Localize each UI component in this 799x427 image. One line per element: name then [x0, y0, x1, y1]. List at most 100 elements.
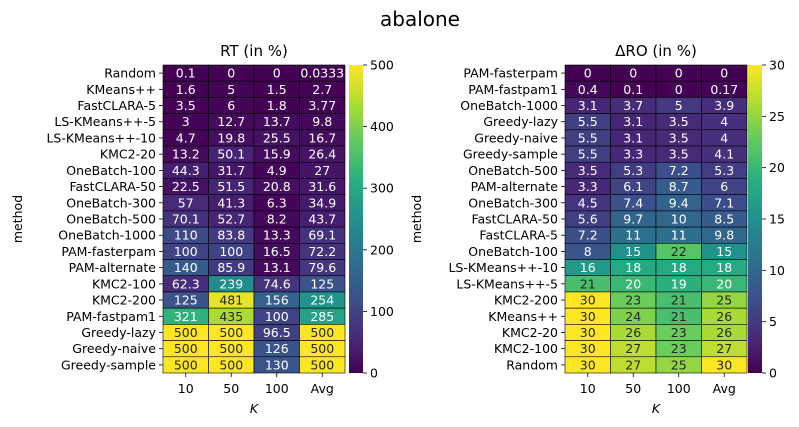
cell-label: 0 [584, 66, 592, 81]
cell-label: 18 [671, 260, 687, 275]
cell-label: 34.9 [308, 195, 336, 210]
rt-y-axis-label: method [10, 195, 25, 243]
cell-label: 239 [219, 276, 243, 291]
cell-label: 1.8 [267, 98, 287, 113]
cell-label: 285 [310, 309, 334, 324]
cell-label: 13.7 [263, 114, 291, 129]
cell-label: 100 [219, 244, 243, 259]
cell-label: 500 [310, 325, 334, 340]
y-tick-label: FastCLARA-5 [479, 228, 558, 243]
y-tick-label: Random [506, 357, 558, 372]
y-tick-label: Greedy-lazy [81, 325, 156, 340]
cell-label: 500 [310, 357, 334, 372]
cell-label: 3.3 [623, 147, 643, 162]
cell-label: 6.1 [623, 179, 643, 194]
cell-label: 1.6 [176, 82, 196, 97]
cell-label: 140 [174, 260, 198, 275]
cell-label: 4 [720, 130, 728, 145]
cell-label: 30 [580, 325, 596, 340]
cell-label: 26 [716, 309, 732, 324]
cell-label: 26.4 [308, 147, 336, 162]
y-tick-label: KMC2-200 [92, 293, 156, 308]
cell-label: 62.3 [172, 276, 200, 291]
cell-label: 44.3 [172, 163, 200, 178]
cell-label: 19.8 [217, 130, 245, 145]
cell-label: 4 [720, 114, 728, 129]
cell-label: 4.1 [714, 147, 734, 162]
cell-label: 3.5 [669, 114, 689, 129]
cell-label: 100 [265, 309, 289, 324]
colorbar-tick-label: 25 [769, 109, 785, 124]
cell-label: 9.8 [312, 114, 332, 129]
cell-label: 8 [584, 244, 592, 259]
y-tick-label: PAM-fasterpam [61, 244, 156, 259]
cell-label: 4.5 [578, 195, 598, 210]
cell-label: 130 [265, 357, 289, 372]
cell-label: 20 [625, 276, 641, 291]
cell-label: 126 [265, 341, 289, 356]
cell-label: 125 [310, 276, 334, 291]
cell-label: 18 [716, 260, 732, 275]
cell-label: 100 [174, 244, 198, 259]
y-tick-label: OneBatch-1000 [460, 98, 558, 113]
colorbar-tick-label: 30 [769, 58, 785, 73]
cell-label: 0.1 [176, 66, 196, 81]
y-tick-label: OneBatch-100 [66, 163, 156, 178]
cell-label: 3.5 [669, 147, 689, 162]
x-tick-label: 10 [178, 381, 194, 396]
cell-label: 0 [273, 66, 281, 81]
cell-label: 11 [625, 228, 641, 243]
y-tick-label: PAM-fasterpam [463, 66, 558, 81]
cell-label: 500 [174, 341, 198, 356]
y-tick-label: FastCLARA-50 [69, 179, 156, 194]
cell-label: 8.7 [669, 179, 689, 194]
y-tick-label: PAM-alternate [69, 260, 157, 275]
cell-label: 0.1 [623, 82, 643, 97]
y-tick-label: KMeans++ [86, 82, 156, 97]
cell-label: 23 [671, 341, 687, 356]
y-tick-label: KMC2-200 [494, 293, 558, 308]
x-tick-label: 50 [625, 381, 641, 396]
dro-panel-title: ΔRO (in %) [615, 42, 697, 60]
cell-label: 8.2 [267, 212, 287, 227]
cell-label: 3.9 [714, 98, 734, 113]
cell-label: 74.6 [263, 276, 291, 291]
y-tick-label: OneBatch-300 [468, 195, 558, 210]
cell-label: 2.7 [312, 82, 332, 97]
cell-label: 12.7 [217, 114, 245, 129]
y-tick-label: OneBatch-500 [468, 163, 558, 178]
cell-label: 30 [716, 357, 732, 372]
cell-label: 1.5 [267, 82, 287, 97]
cell-label: 21 [671, 309, 687, 324]
y-tick-label: LS-KMeans++-5 [54, 114, 156, 129]
cell-label: 72.2 [308, 244, 336, 259]
x-tick-label: 10 [580, 381, 596, 396]
y-tick-label: Greedy-naive [474, 130, 558, 145]
cell-label: 435 [219, 309, 243, 324]
cell-label: 21 [580, 276, 596, 291]
cell-label: 5.5 [578, 147, 598, 162]
cell-label: 25 [716, 293, 732, 308]
y-tick-label: FastCLARA-50 [471, 212, 558, 227]
cell-label: 321 [174, 309, 198, 324]
cell-label: 15 [625, 244, 641, 259]
colorbar-tick-label: 0 [370, 366, 378, 381]
y-tick-label: PAM-fastpam1 [66, 309, 156, 324]
y-tick-label: PAM-alternate [471, 179, 559, 194]
cell-label: 31.7 [217, 163, 245, 178]
colorbar-tick-label: 300 [370, 181, 394, 196]
cell-label: 5 [675, 98, 683, 113]
cell-label: 69.1 [308, 228, 336, 243]
y-tick-label: LS-KMeans++-5 [456, 276, 558, 291]
cell-label: 85.9 [217, 260, 245, 275]
cell-label: 500 [219, 341, 243, 356]
cell-label: 52.7 [217, 212, 245, 227]
y-tick-label: OneBatch-100 [468, 244, 558, 259]
x-tick-label: Avg [713, 381, 736, 396]
y-tick-label: KMC2-20 [502, 325, 558, 340]
colorbar-tick-label: 0 [769, 366, 777, 381]
cell-label: 0 [629, 66, 637, 81]
cell-label: 30 [580, 293, 596, 308]
cell-label: 9.7 [623, 212, 643, 227]
